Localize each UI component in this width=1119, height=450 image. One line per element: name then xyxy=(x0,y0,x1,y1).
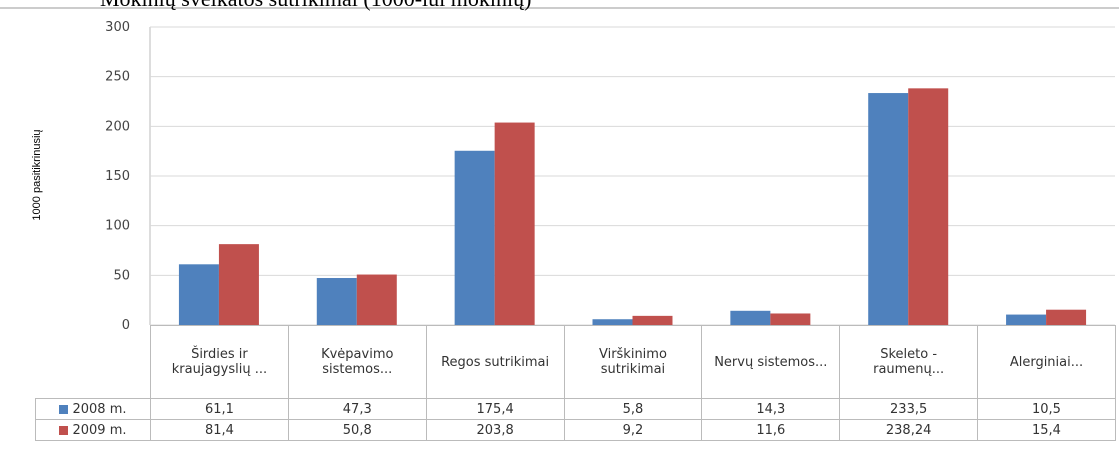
x-tick-label: Širdies ir kraujagyslių ... xyxy=(150,325,289,399)
data-label: 233,5 xyxy=(839,398,979,420)
data-label: 5,8 xyxy=(563,398,703,420)
y-tick-label: 300 xyxy=(105,20,130,35)
chart-title: Mokinių sveikatos sutrikimai (1000-iui m… xyxy=(100,0,531,11)
x-tick-label: Skeleto - raumenų... xyxy=(839,325,979,399)
bar xyxy=(1046,309,1087,325)
bar xyxy=(454,150,495,325)
bar xyxy=(1006,314,1047,325)
bar xyxy=(356,274,397,325)
y-tick-label: 100 xyxy=(105,219,130,234)
bar xyxy=(770,313,811,325)
legend-label: 2008 m. xyxy=(72,401,127,417)
bar xyxy=(218,244,259,325)
data-label: 238,24 xyxy=(839,419,979,441)
table-row: 2008 m. 61,1 47,3 175,4 5,8 14,3 233,5 10,5 xyxy=(35,398,1116,420)
data-label: 14,3 xyxy=(701,398,841,420)
bar xyxy=(730,310,771,325)
x-tick-label: Kvėpavimo sistemos... xyxy=(287,325,427,399)
legend-label: 2009 m. xyxy=(72,422,127,438)
legend-swatch xyxy=(59,404,69,414)
x-tick-label: Virškinimo sutrikimai xyxy=(563,325,703,399)
x-tick-label: Alerginiai... xyxy=(977,325,1116,399)
data-label: 50,8 xyxy=(287,419,427,441)
data-label: 47,3 xyxy=(287,398,427,420)
bar xyxy=(632,315,673,325)
x-tick-label: Nervų sistemos... xyxy=(701,325,841,399)
y-tick-label: 250 xyxy=(105,70,130,85)
bar xyxy=(592,319,633,325)
data-label: 15,4 xyxy=(977,419,1116,441)
table-row: 2009 m. 81,4 50,8 203,8 9,2 11,6 238,24 15,4 xyxy=(35,419,1116,441)
bar xyxy=(494,122,535,325)
table-corner xyxy=(35,325,151,399)
y-axis-title: 1000 pasitikrinusių xyxy=(31,129,43,220)
y-tick-label: 50 xyxy=(113,268,130,283)
data-label: 10,5 xyxy=(977,398,1116,420)
table-header-row: Širdies ir kraujagyslių ... Kvėpavimo sis… xyxy=(35,325,1116,399)
data-label: 9,2 xyxy=(563,419,703,441)
bar xyxy=(908,88,949,325)
legend-item: 2008 m. xyxy=(35,398,151,420)
data-label: 203,8 xyxy=(425,419,565,441)
data-label: 61,1 xyxy=(150,398,289,420)
data-label: 81,4 xyxy=(150,419,289,441)
bar xyxy=(868,93,909,325)
y-tick-label: 150 xyxy=(105,169,130,184)
x-tick-label: Regos sutrikimai xyxy=(425,325,565,399)
legend-item: 2009 m. xyxy=(35,419,151,441)
data-table: Širdies ir kraujagyslių ... Kvėpavimo sis… xyxy=(35,325,1116,441)
bar xyxy=(316,278,357,325)
data-label: 11,6 xyxy=(701,419,841,441)
legend-swatch xyxy=(59,425,69,435)
bar xyxy=(178,264,219,325)
data-label: 175,4 xyxy=(425,398,565,420)
y-tick-label: 200 xyxy=(105,119,130,134)
